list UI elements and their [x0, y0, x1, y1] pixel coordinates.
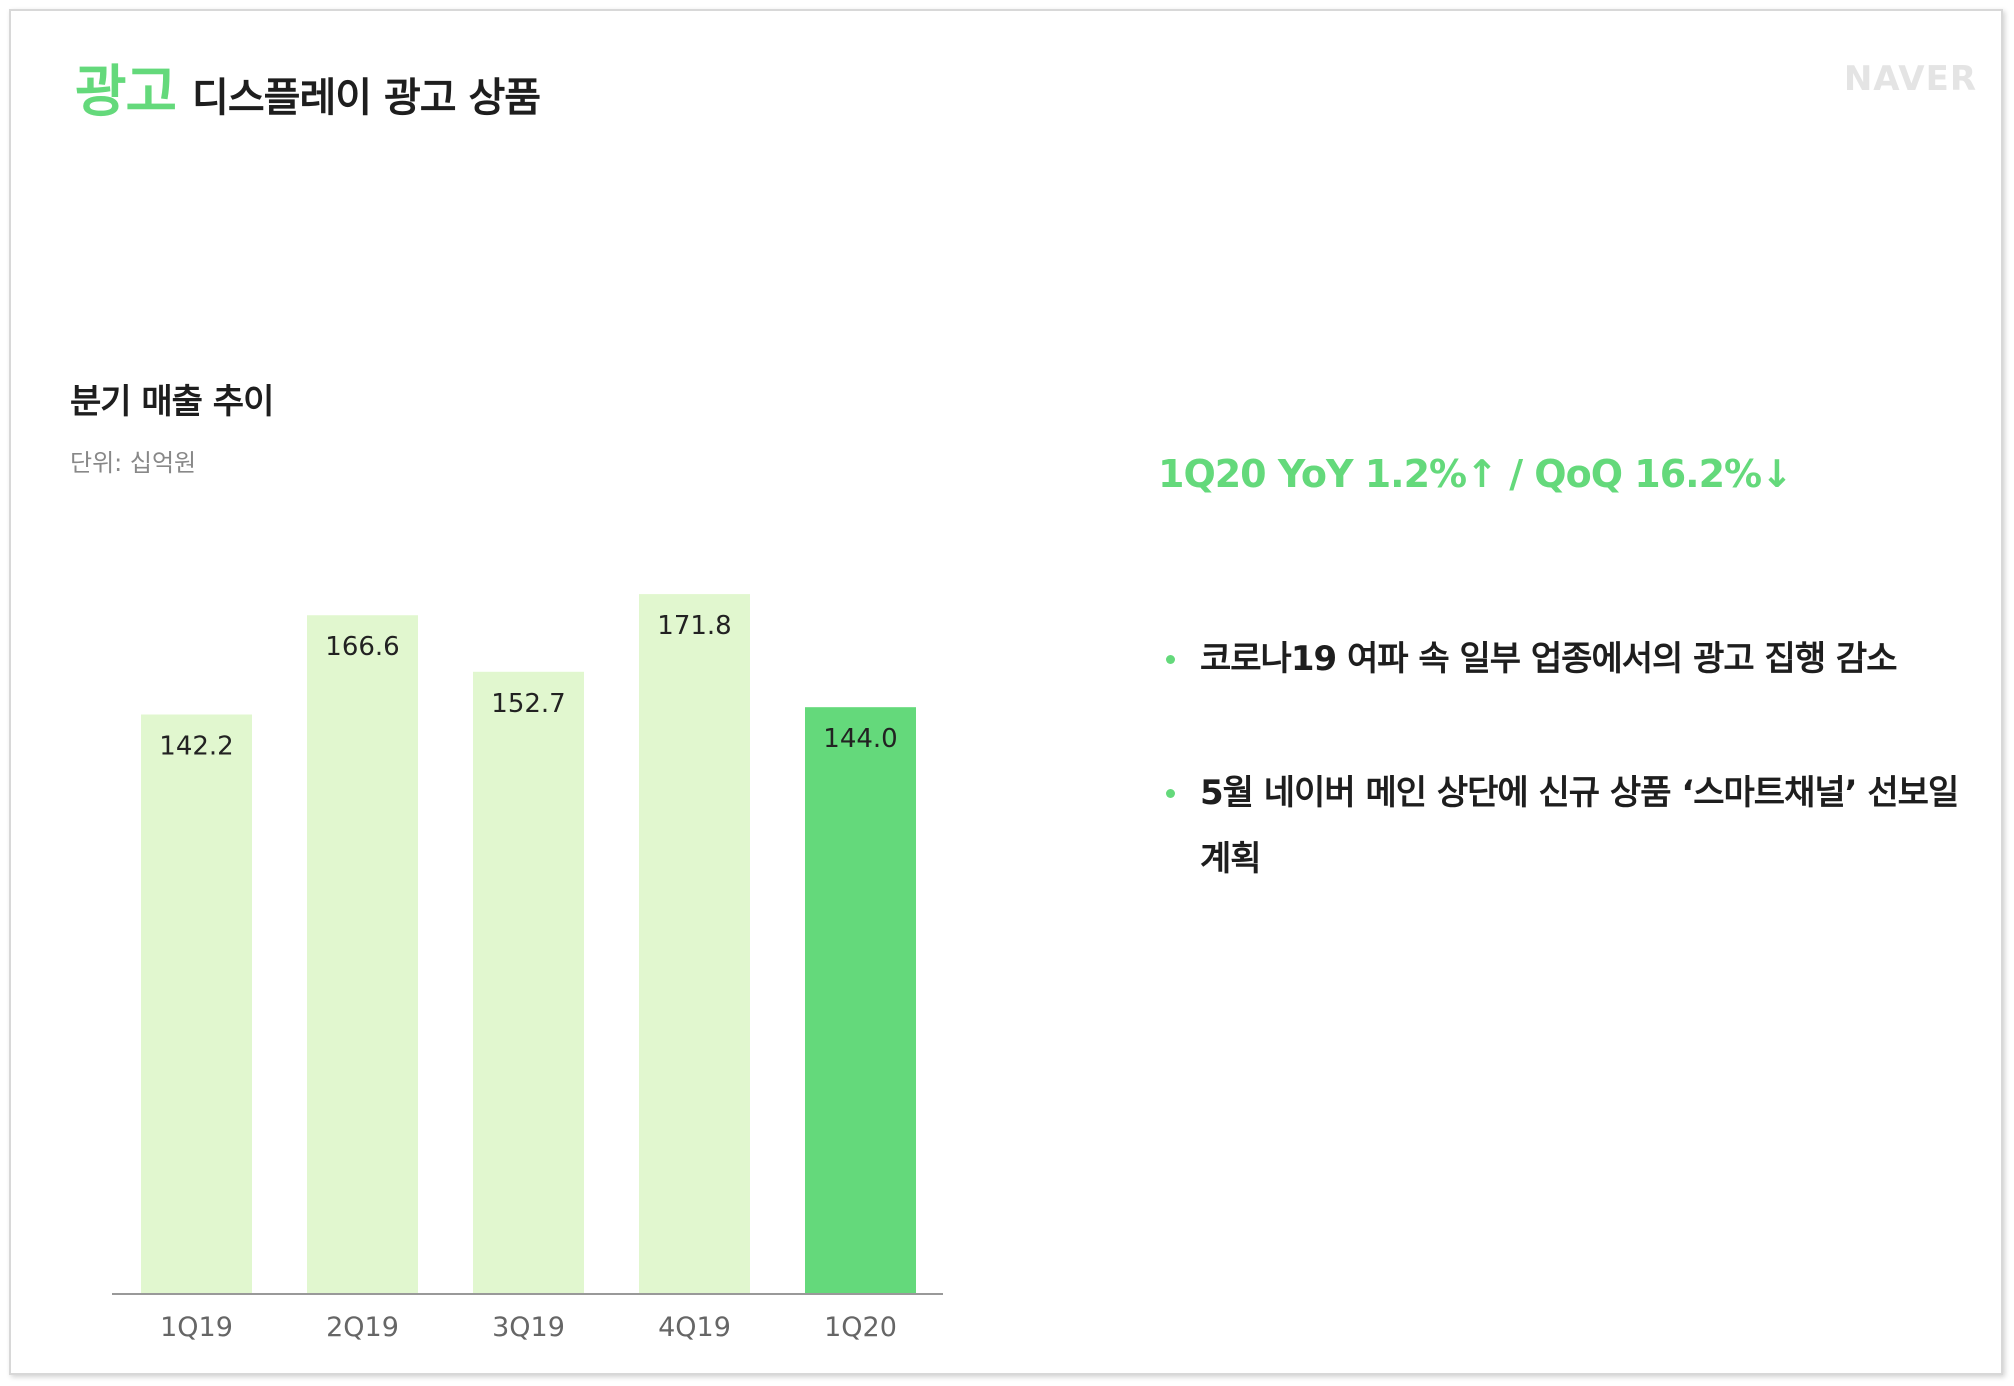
page-title: 디스플레이 광고 상품 — [192, 75, 541, 121]
bar-value-label: 152.7 — [491, 689, 565, 719]
bar-value-label: 144.0 — [823, 724, 897, 754]
x-tick-label: 1Q19 — [160, 1312, 233, 1343]
bar-value-label: 142.2 — [159, 732, 233, 762]
slide-header: 광고 디스플레이 광고 상품 — [75, 47, 541, 128]
growth-headline: 1Q20 YoY 1.2%↑ / QoQ 16.2%↓ — [1158, 452, 1793, 496]
bullet-dot-icon — [1166, 655, 1175, 664]
x-tick-label: 1Q20 — [824, 1312, 897, 1343]
bar-2q19 — [307, 615, 418, 1293]
x-tick-label: 4Q19 — [658, 1312, 731, 1343]
bullet-text: 5월 네이버 메인 상단에 신규 상품 ‘스마트채널’ 선보일 계획 — [1200, 773, 1959, 879]
bar-3q19 — [473, 671, 584, 1293]
bar-1q20 — [805, 707, 916, 1293]
bullet-text: 코로나19 여파 속 일부 업종에서의 광고 집행 감소 — [1200, 639, 1897, 679]
section-category: 광고 — [75, 60, 177, 125]
quarterly-revenue-chart: 142.2 1Q19 166.6 2Q19 152.7 3Q19 171.8 4Q19 144.… — [112, 594, 943, 1343]
bullet-item: 코로나19 여파 속 일부 업종에서의 광고 집행 감소 — [1158, 626, 1978, 692]
bar-value-label: 171.8 — [657, 611, 731, 641]
bar-value-label: 166.6 — [325, 632, 399, 662]
bar-1q19 — [141, 714, 252, 1293]
bullet-item: 5월 네이버 메인 상단에 신규 상품 ‘스마트채널’ 선보일 계획 — [1158, 760, 1978, 892]
x-tick-label: 3Q19 — [492, 1312, 565, 1343]
naver-logo: NAVER — [1843, 59, 1977, 99]
chart-title: 분기 매출 추이 — [70, 382, 274, 422]
summary-bullets: 코로나19 여파 속 일부 업종에서의 광고 집행 감소 5월 네이버 메인 상… — [1158, 626, 1978, 960]
bullet-dot-icon — [1166, 789, 1175, 798]
bar-4q19 — [639, 594, 750, 1293]
x-tick-label: 2Q19 — [326, 1312, 399, 1343]
chart-unit-label: 단위: 십억원 — [70, 449, 197, 477]
